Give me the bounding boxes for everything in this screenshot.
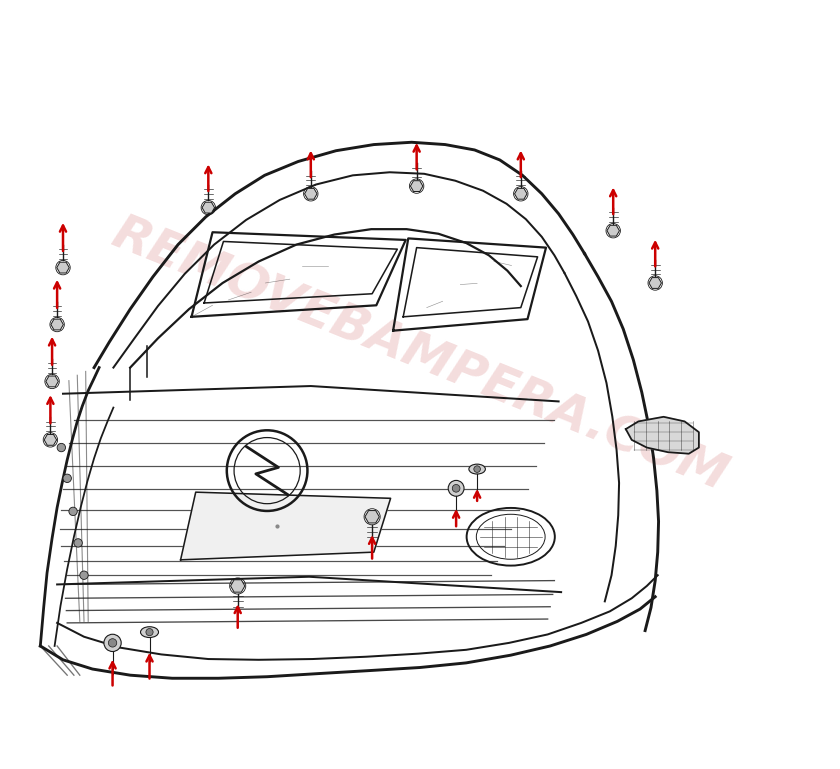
Polygon shape (607, 225, 619, 236)
Circle shape (69, 508, 77, 515)
Circle shape (108, 639, 117, 647)
Circle shape (452, 484, 460, 492)
Polygon shape (181, 492, 391, 560)
Ellipse shape (469, 464, 486, 474)
Polygon shape (46, 376, 58, 387)
Polygon shape (51, 319, 63, 330)
Ellipse shape (140, 627, 159, 638)
Circle shape (449, 481, 464, 496)
Circle shape (74, 539, 82, 547)
Circle shape (63, 474, 71, 482)
Polygon shape (411, 181, 423, 191)
Circle shape (57, 444, 66, 451)
Polygon shape (230, 580, 245, 592)
Circle shape (474, 466, 480, 472)
Polygon shape (365, 511, 380, 523)
Text: REMOVEBAMPERA.COM: REMOVEBAMPERA.COM (105, 209, 735, 501)
Polygon shape (45, 434, 56, 445)
Polygon shape (515, 188, 527, 199)
Circle shape (146, 628, 153, 636)
Circle shape (104, 634, 121, 651)
Polygon shape (305, 188, 317, 199)
Polygon shape (57, 262, 69, 273)
Polygon shape (626, 417, 699, 454)
Polygon shape (649, 278, 661, 288)
Circle shape (80, 571, 88, 579)
Polygon shape (202, 202, 214, 213)
